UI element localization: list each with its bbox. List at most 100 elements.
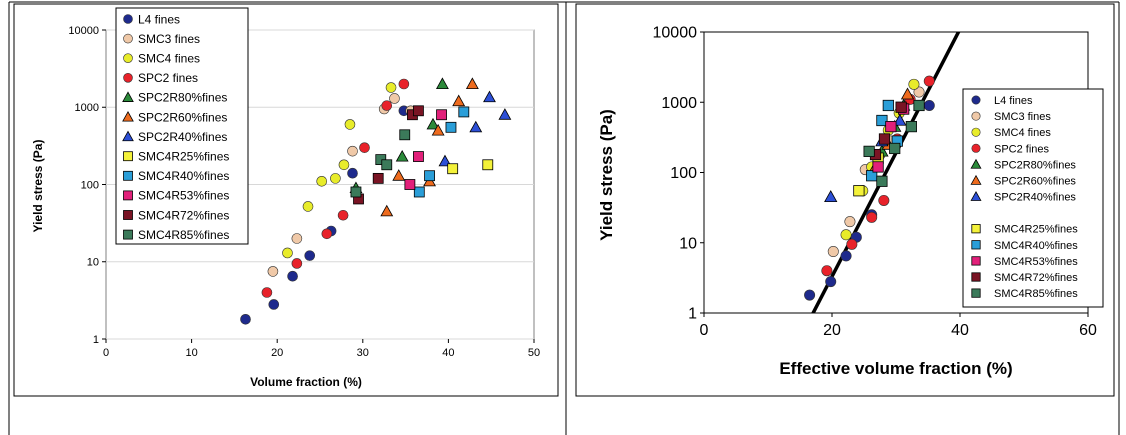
data-point: [316, 176, 328, 187]
legend-marker: [123, 190, 133, 201]
data-point: [304, 250, 316, 261]
data-point: [483, 90, 496, 103]
data-point: [267, 266, 279, 277]
y-tick-label: 1: [688, 306, 697, 323]
data-point: [824, 190, 838, 203]
y-tick-label: 100: [670, 165, 697, 182]
legend-marker: [970, 158, 982, 169]
legend-marker: [971, 224, 981, 234]
data-point: [821, 265, 833, 277]
data-point: [878, 133, 891, 145]
legend-marker: [123, 14, 133, 24]
legend-marker: [123, 170, 133, 181]
data-point: [882, 99, 894, 112]
data-point: [399, 129, 411, 141]
legend-label: SMC4R85%fines: [994, 288, 1078, 300]
legend-marker: [971, 288, 981, 298]
data-point: [413, 151, 424, 162]
legend-label: SMC4 fines: [994, 127, 1051, 139]
x-tick-label: 0: [103, 347, 109, 359]
data-point: [827, 246, 839, 258]
data-point: [291, 233, 303, 244]
data-point: [372, 172, 384, 184]
data-point: [413, 105, 424, 117]
data-point: [840, 229, 852, 241]
legend-marker: [123, 151, 133, 162]
data-point: [895, 101, 907, 113]
data-point: [452, 94, 466, 107]
data-point: [287, 270, 298, 282]
data-point: [380, 204, 394, 217]
x-tick-label: 10: [185, 347, 197, 359]
legend-label: SPC2 fines: [994, 143, 1050, 155]
y-tick-label: 1: [93, 334, 99, 346]
data-point: [900, 87, 915, 100]
legend-marker: [970, 190, 982, 201]
data-point: [321, 228, 333, 240]
legend-label: SMC4R40%fines: [138, 169, 229, 183]
y-tick-label: 10: [87, 257, 99, 269]
data-point: [923, 99, 935, 111]
data-point: [385, 82, 397, 93]
x-tick-label: 20: [823, 322, 841, 339]
x-tick-label: 30: [357, 347, 369, 359]
data-point: [876, 175, 888, 187]
data-point: [498, 108, 512, 120]
right-x-axis-label: Effective volume fraction (%): [779, 359, 1012, 378]
legend-label: SMC4R85%fines: [138, 228, 229, 242]
data-point: [261, 287, 273, 298]
x-tick-label: 40: [951, 322, 969, 339]
data-point: [844, 216, 856, 228]
y-tick-label: 100: [81, 179, 99, 191]
left-chart: 1 10 100 1000 10000 0 10 20 30 40 50 Volume fract…: [13, 3, 559, 397]
legend-marker: [971, 272, 981, 282]
data-point: [347, 145, 358, 157]
data-point: [347, 167, 358, 179]
y-tick-label: 1000: [75, 102, 99, 114]
data-point: [846, 238, 858, 250]
data-point: [913, 99, 925, 112]
y-tick-label: 10: [679, 235, 697, 252]
legend-label: SPC2R40%fines: [138, 130, 227, 144]
data-point: [469, 120, 483, 133]
legend-marker: [123, 33, 133, 44]
data-point: [482, 159, 494, 171]
x-tick-label: 20: [271, 347, 283, 359]
x-tick-label: 50: [528, 347, 540, 359]
data-point: [240, 313, 251, 325]
data-point: [889, 142, 901, 155]
left-x-axis-label: Volume fraction (%): [250, 375, 362, 389]
legend-label: SMC3 fines: [138, 32, 200, 46]
data-point: [445, 121, 457, 133]
left-legend-box: [115, 7, 249, 245]
y-tick-label: 1000: [661, 95, 697, 112]
data-point: [866, 211, 878, 223]
legend-marker: [971, 111, 981, 121]
data-point: [389, 93, 400, 104]
data-point: [876, 114, 888, 127]
legend-marker: [971, 95, 981, 105]
legend-label: SPC2R60%fines: [994, 175, 1076, 187]
data-point: [282, 247, 293, 259]
data-point: [381, 100, 393, 111]
legend-marker: [123, 229, 133, 240]
data-point: [435, 77, 449, 89]
data-point: [893, 113, 907, 126]
legend-label: SMC4R72%fines: [994, 272, 1078, 284]
data-point: [291, 258, 303, 269]
data-point: [878, 194, 890, 206]
legend-label: SMC4R25%fines: [994, 224, 1078, 236]
legend-marker: [970, 174, 982, 185]
data-point: [465, 77, 479, 89]
y-tick-label: 10000: [653, 25, 698, 42]
legend-marker: [971, 240, 981, 250]
data-point: [392, 169, 406, 181]
data-point: [804, 289, 816, 301]
legend-label: SMC4R25%fines: [138, 150, 229, 164]
data-point: [908, 78, 920, 90]
data-point: [302, 201, 314, 212]
legend-label: SPC2 fines: [138, 71, 198, 85]
data-point: [923, 75, 935, 87]
data-point: [424, 170, 435, 182]
